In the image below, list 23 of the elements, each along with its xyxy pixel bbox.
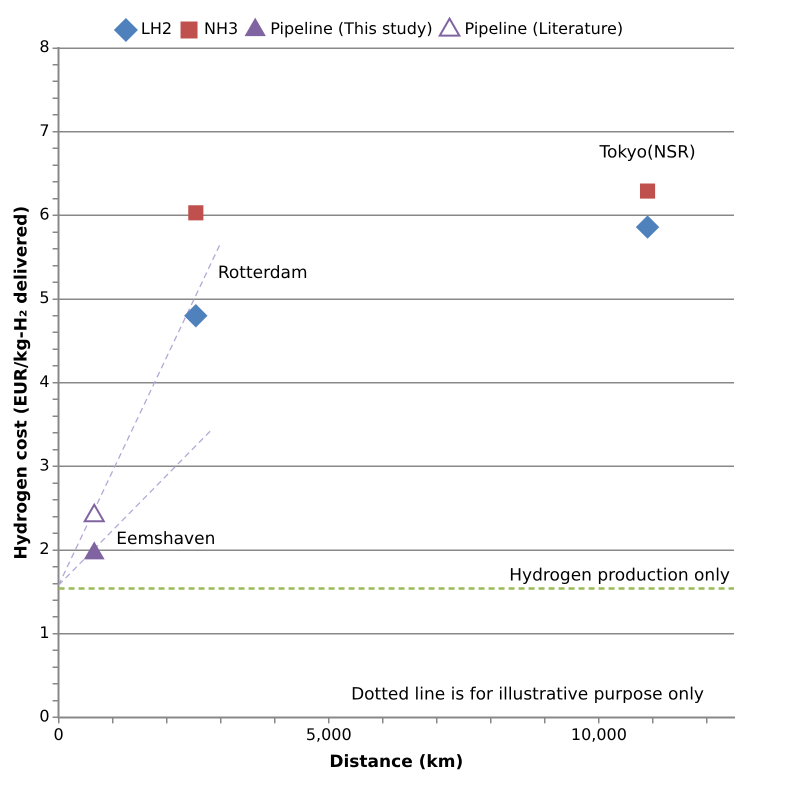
annotation: Rotterdam xyxy=(218,263,308,284)
y-tick-label: 7 xyxy=(39,120,50,140)
x-tick-label: 5,000 xyxy=(306,725,352,744)
y-tick-label: 5 xyxy=(39,288,50,308)
y-tick-label: 2 xyxy=(39,539,50,558)
y-tick-label: 3 xyxy=(39,456,50,475)
legend-label: Pipeline (This study) xyxy=(270,19,433,38)
y-axis-title: Hydrogen cost (EUR/kg-H₂ delivered) xyxy=(12,206,32,560)
legend-label: Pipeline (Literature) xyxy=(464,19,624,38)
legend-label: NH3 xyxy=(204,19,238,38)
y-tick-label: 0 xyxy=(39,706,50,726)
y-tick-label: 1 xyxy=(39,622,50,642)
y-tick-label: 6 xyxy=(39,204,50,224)
x-tick-label: 0 xyxy=(53,725,64,744)
x-tick-label: 10,000 xyxy=(570,725,627,744)
annotation: Tokyo(NSR) xyxy=(598,142,696,163)
x-axis-title: Distance (km) xyxy=(329,752,464,772)
ref-line-label: Hydrogen production only xyxy=(509,565,730,586)
legend-label: LH2 xyxy=(140,19,172,38)
annotation: Dotted line is for illustrative purpose only xyxy=(351,684,704,704)
y-tick-label: 8 xyxy=(39,37,50,56)
y-tick-label: 4 xyxy=(39,372,50,391)
annotation: Eemshaven xyxy=(116,528,216,549)
